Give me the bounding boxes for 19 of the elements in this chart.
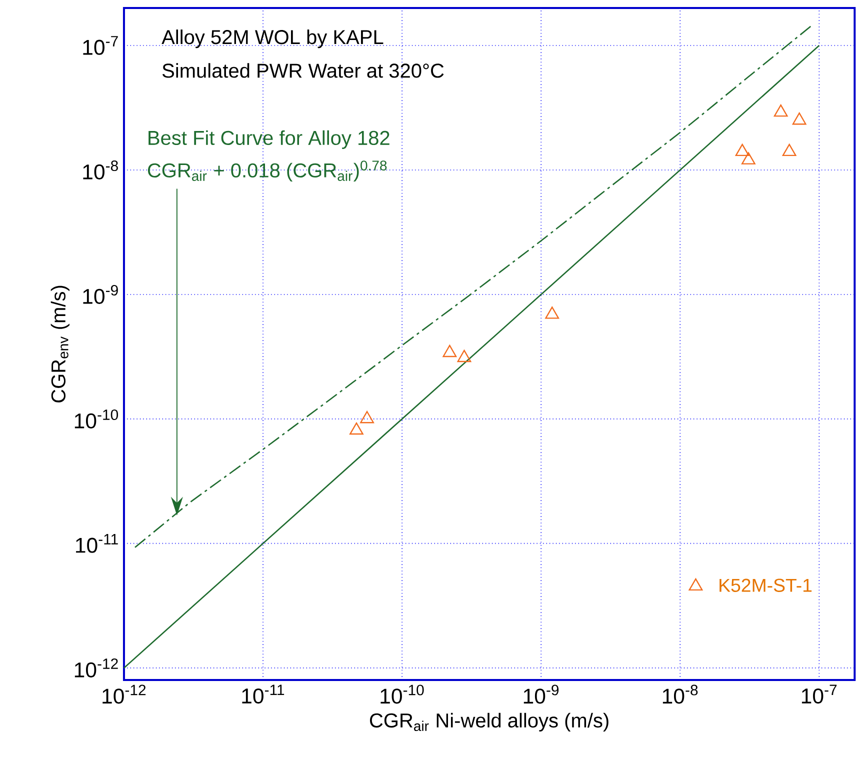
x-tick-label: 10$^{-8}$ [662,684,698,704]
annotation: Alloy 52M WOL by KAPL [162,30,384,48]
x-tick-label: 10$^{-10}$ [380,684,424,704]
y-tick-label: 10$^{-7}$ [83,36,118,55]
legend-label: K52M-ST-1 [720,578,812,592]
x-tick-label: 10$^{-11}$ [242,684,284,704]
y-tick-label: 10$^{-12}$ [74,658,118,678]
x-tick-label: 10$^{-12}$ [102,684,146,704]
annotation: CGR$_{air}$ + 0.018 (CGR$_{air}$)$^{0.78}$ [148,160,387,182]
y-tick-label: 10$^{-11}$ [76,534,118,553]
annotation: Simulated PWR Water at 320°C [162,63,444,78]
y-tick-label: 10$^{-8}$ [83,160,118,180]
annotation: Best Fit Curve for Alloy 182 [148,130,390,149]
y-tick-label: 10$^{-10}$ [74,409,118,428]
x-axis-title: CGR$_{air}$ Ni-weld alloys (m/s) [370,712,608,732]
y-axis-title: CGR$_{env}$ (m/s) [50,286,70,402]
y-tick-label: 10$^{-9}$ [83,284,118,304]
x-tick-label: 10$^{-9}$ [524,684,559,704]
x-tick-label: 10$^{-7}$ [802,684,837,704]
